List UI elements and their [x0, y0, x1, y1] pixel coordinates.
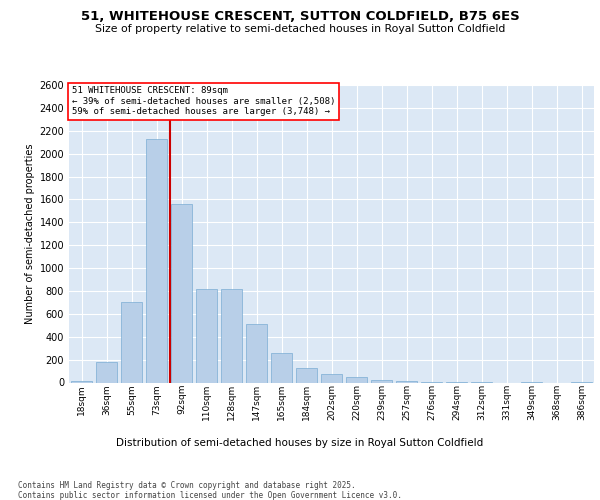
Text: Distribution of semi-detached houses by size in Royal Sutton Coldfield: Distribution of semi-detached houses by … — [116, 438, 484, 448]
Bar — [171, 204, 192, 382]
Bar — [71, 381, 92, 382]
Bar — [96, 362, 117, 382]
Bar — [396, 381, 417, 382]
Bar — [196, 288, 217, 382]
Text: 51 WHITEHOUSE CRESCENT: 89sqm
← 39% of semi-detached houses are smaller (2,508)
: 51 WHITEHOUSE CRESCENT: 89sqm ← 39% of s… — [71, 86, 335, 117]
Text: Size of property relative to semi-detached houses in Royal Sutton Coldfield: Size of property relative to semi-detach… — [95, 24, 505, 34]
Bar — [271, 354, 292, 382]
Text: 51, WHITEHOUSE CRESCENT, SUTTON COLDFIELD, B75 6ES: 51, WHITEHOUSE CRESCENT, SUTTON COLDFIEL… — [80, 10, 520, 23]
Bar — [221, 288, 242, 382]
Bar — [246, 324, 267, 382]
Y-axis label: Number of semi-detached properties: Number of semi-detached properties — [25, 144, 35, 324]
Bar — [321, 374, 342, 382]
Bar — [121, 302, 142, 382]
Text: Contains HM Land Registry data © Crown copyright and database right 2025.
Contai: Contains HM Land Registry data © Crown c… — [18, 480, 402, 500]
Bar — [296, 368, 317, 382]
Bar — [346, 377, 367, 382]
Bar — [146, 139, 167, 382]
Bar — [371, 380, 392, 382]
